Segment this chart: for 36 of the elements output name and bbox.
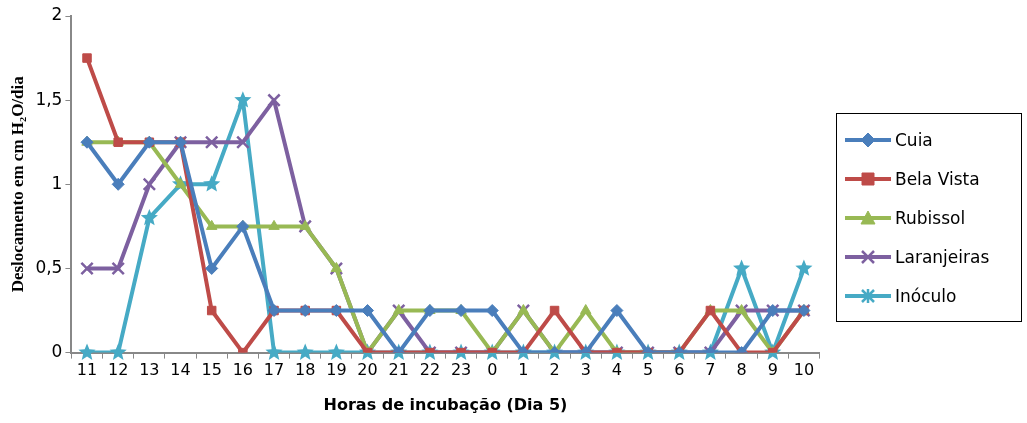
y-tick-label: 0,5 bbox=[35, 256, 63, 277]
x-tick-label: 12 bbox=[108, 360, 129, 380]
x-tick-label: 20 bbox=[357, 360, 378, 380]
x-tick-label: 3 bbox=[580, 360, 591, 380]
x-tick-label: 4 bbox=[611, 360, 622, 380]
y-tick-label: 1,5 bbox=[35, 88, 63, 109]
x-tick-label: 22 bbox=[419, 360, 441, 380]
x-tick-label: 17 bbox=[263, 360, 285, 380]
x-tick-label: 8 bbox=[736, 360, 747, 380]
x-tick-label: 1 bbox=[518, 360, 529, 380]
x-tick-label: 10 bbox=[793, 360, 815, 380]
x-tick-label: 21 bbox=[388, 360, 409, 380]
x-tick-label: 5 bbox=[642, 360, 654, 380]
y-tick-label: 0 bbox=[51, 341, 63, 362]
x-tick-label: 13 bbox=[139, 360, 160, 380]
x-tick-label: 7 bbox=[705, 360, 716, 380]
x-tick-label: 14 bbox=[170, 360, 191, 380]
legend-label: Cuia bbox=[895, 129, 933, 150]
y-axis-title: Deslocamento em cm H₂O/dia bbox=[7, 75, 27, 293]
x-tick-label: 16 bbox=[232, 360, 254, 380]
x-axis-title: Horas de incubação (Dia 5) bbox=[323, 394, 568, 414]
legend-label: Rubissol bbox=[895, 207, 966, 228]
x-tick-label: 18 bbox=[295, 360, 316, 380]
legend-label: Inóculo bbox=[895, 285, 957, 306]
x-tick-label: 0 bbox=[487, 360, 498, 380]
x-tick-label: 15 bbox=[201, 360, 222, 380]
x-tick-label: 9 bbox=[767, 360, 778, 380]
x-tick-label: 19 bbox=[326, 360, 347, 380]
y-tick-label: 2 bbox=[51, 4, 63, 25]
x-tick-label: 11 bbox=[76, 360, 98, 380]
x-tick-label: 6 bbox=[674, 360, 685, 380]
legend-label: Bela Vista bbox=[895, 168, 980, 189]
x-tick-label: 23 bbox=[450, 360, 472, 380]
legend-label: Laranjeiras bbox=[895, 246, 990, 267]
x-tick-label: 2 bbox=[549, 360, 560, 380]
y-tick-label: 1 bbox=[51, 172, 63, 193]
